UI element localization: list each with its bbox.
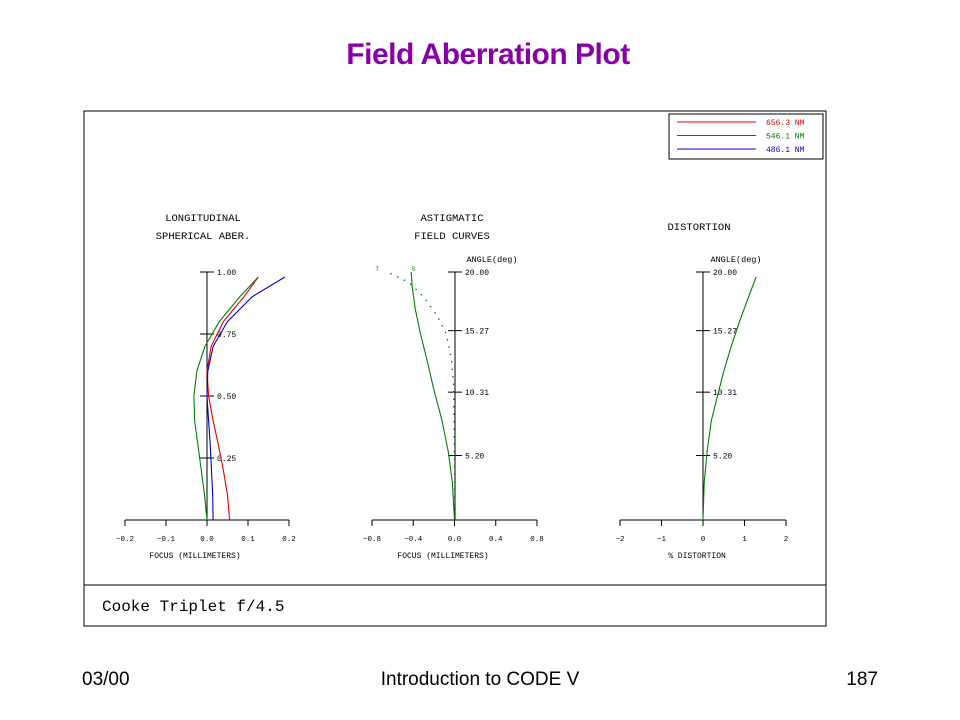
- footer-page-number: 187: [846, 669, 878, 690]
- x-tick-label: −0.2: [116, 536, 134, 544]
- y-tick-label: 5.20: [465, 453, 484, 462]
- chart-title: DISTORTION: [667, 222, 730, 234]
- x-tick-label: −0.8: [363, 536, 381, 544]
- plot-caption: Cooke Triplet f/4.5: [102, 598, 284, 616]
- x-tick-label: 0.0: [200, 536, 214, 544]
- series-line-546-1-nm: [702, 276, 757, 521]
- y-axis-label: ANGLE(deg): [466, 255, 517, 265]
- x-tick-label: 0.2: [282, 536, 296, 544]
- y-tick-label: 15.27: [465, 328, 489, 337]
- x-axis-label: FOCUS (MILLIMETERS): [149, 552, 240, 561]
- x-tick-label: −2: [615, 536, 624, 544]
- y-tick-label: 15.27: [713, 328, 737, 337]
- series-line-t: [387, 271, 456, 520]
- x-tick-label: 0.4: [489, 536, 503, 544]
- series-line-656-3-nm: [206, 276, 259, 521]
- chart-title: SPHERICAL ABER.: [156, 231, 251, 243]
- footer-course-title: Introduction to CODE V: [380, 669, 580, 690]
- x-axis-label: % DISTORTION: [668, 552, 726, 561]
- legend-label: 546.1 NM: [766, 133, 805, 142]
- y-tick-label: 10.31: [713, 389, 737, 398]
- annotation-t: T: [375, 266, 379, 273]
- series-line-546-1-nm: [193, 276, 259, 521]
- y-tick-label: 0.25: [217, 455, 236, 464]
- x-tick-label: 0.8: [530, 536, 544, 544]
- series-line-486-1-nm: [206, 276, 286, 521]
- annotation-s: S: [411, 266, 415, 273]
- legend-label: 486.1 NM: [766, 146, 805, 155]
- chart-1: LONGITUDINAL SPHERICAL ABER. −0.2 −0.1 0.0 0.…: [116, 213, 296, 561]
- chart-title: ASTIGMATIC: [420, 213, 483, 225]
- x-tick-label: −0.4: [404, 536, 423, 544]
- series-line-s: [410, 271, 456, 521]
- y-tick-label: 10.31: [465, 389, 489, 398]
- x-axis-label: FOCUS (MILLIMETERS): [397, 552, 488, 561]
- y-tick-label: 20.00: [713, 269, 737, 278]
- x-tick-label: −1: [657, 536, 667, 544]
- y-tick-label: 1.00: [217, 269, 236, 278]
- chart-title: LONGITUDINAL: [165, 213, 241, 225]
- x-tick-label: 0: [701, 536, 706, 544]
- slide-title: Field Aberration Plot: [346, 38, 630, 71]
- chart-3: DISTORTION ANGLE(deg) −2 −1 0 1 2 % DISTORTION 5…: [615, 222, 788, 561]
- x-tick-label: 1: [742, 536, 747, 544]
- chart-2: ASTIGMATIC FIELD CURVES ANGLE(deg) −0.8 −0.4…: [363, 213, 544, 561]
- charts-group: LONGITUDINAL SPHERICAL ABER. −0.2 −0.1 0.0 0.…: [116, 213, 788, 561]
- y-tick-label: 20.00: [465, 269, 489, 278]
- x-tick-label: 0.1: [241, 536, 255, 544]
- footer-date: 03/00: [82, 669, 130, 690]
- legend-label: 656.3 NM: [766, 119, 805, 128]
- y-tick-label: 0.75: [217, 331, 236, 340]
- y-axis-label: ANGLE(deg): [710, 255, 761, 265]
- x-tick-label: 0.0: [448, 536, 462, 544]
- x-tick-label: 2: [784, 536, 789, 544]
- chart-title: FIELD CURVES: [414, 231, 490, 243]
- x-tick-label: −0.1: [157, 536, 176, 544]
- y-tick-label: 0.50: [217, 393, 236, 402]
- legend: 656.3 NM 546.1 NM 486.1 NM: [668, 113, 824, 160]
- y-tick-label: 5.20: [713, 453, 732, 462]
